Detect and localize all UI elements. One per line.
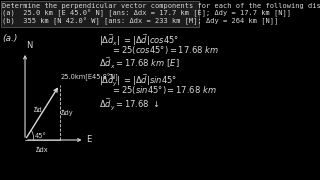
Text: Determine the perpendicular vector components for each of the following displace: Determine the perpendicular vector compo…	[2, 3, 320, 8]
Text: $\Delta\vec{d}_x = 17.68\ km\ [E]$: $\Delta\vec{d}_x = 17.68\ km\ [E]$	[99, 56, 180, 71]
Text: $|\Delta\vec{d}_y|$ $= |\Delta\vec{d}|$$sin45°$: $|\Delta\vec{d}_y|$ $= |\Delta\vec{d}|$$…	[99, 72, 177, 88]
Text: N: N	[26, 41, 33, 50]
FancyBboxPatch shape	[1, 1, 199, 27]
Text: (a)  25.0 km [E 45.0° N] [ans: Δdx = 17.7 km [E]; Δdy = 17.7 km [N]]: (a) 25.0 km [E 45.0° N] [ans: Δdx = 17.7…	[2, 10, 291, 17]
Text: (a.): (a.)	[3, 34, 18, 43]
Text: 25.0km[E45.8°N]: 25.0km[E45.8°N]	[61, 73, 118, 81]
Text: $|\Delta\vec{d}_x|$ $= |\Delta\vec{d}|$$cos45°$: $|\Delta\vec{d}_x|$ $= |\Delta\vec{d}|$$…	[99, 32, 179, 48]
Text: E: E	[86, 136, 91, 145]
Text: Δ⃗dy: Δ⃗dy	[61, 109, 73, 116]
Text: $= 25(sin45°) = 17.68\ km$: $= 25(sin45°) = 17.68\ km$	[111, 84, 217, 96]
Text: (b)  355 km [N 42.0° W] [ans: Δdx = 233 km [M]; Δdy = 264 km [N]]: (b) 355 km [N 42.0° W] [ans: Δdx = 233 k…	[2, 18, 278, 25]
Text: Δ⃗d: Δ⃗d	[34, 107, 43, 113]
Text: Δ⃗dx: Δ⃗dx	[36, 147, 49, 153]
Text: $= 25(cos45°) = 17.68\ km$: $= 25(cos45°) = 17.68\ km$	[111, 44, 219, 56]
Text: $\Delta\vec{d}_y = 17.68\ \downarrow$: $\Delta\vec{d}_y = 17.68\ \downarrow$	[99, 96, 160, 112]
Text: 45°: 45°	[35, 133, 47, 139]
